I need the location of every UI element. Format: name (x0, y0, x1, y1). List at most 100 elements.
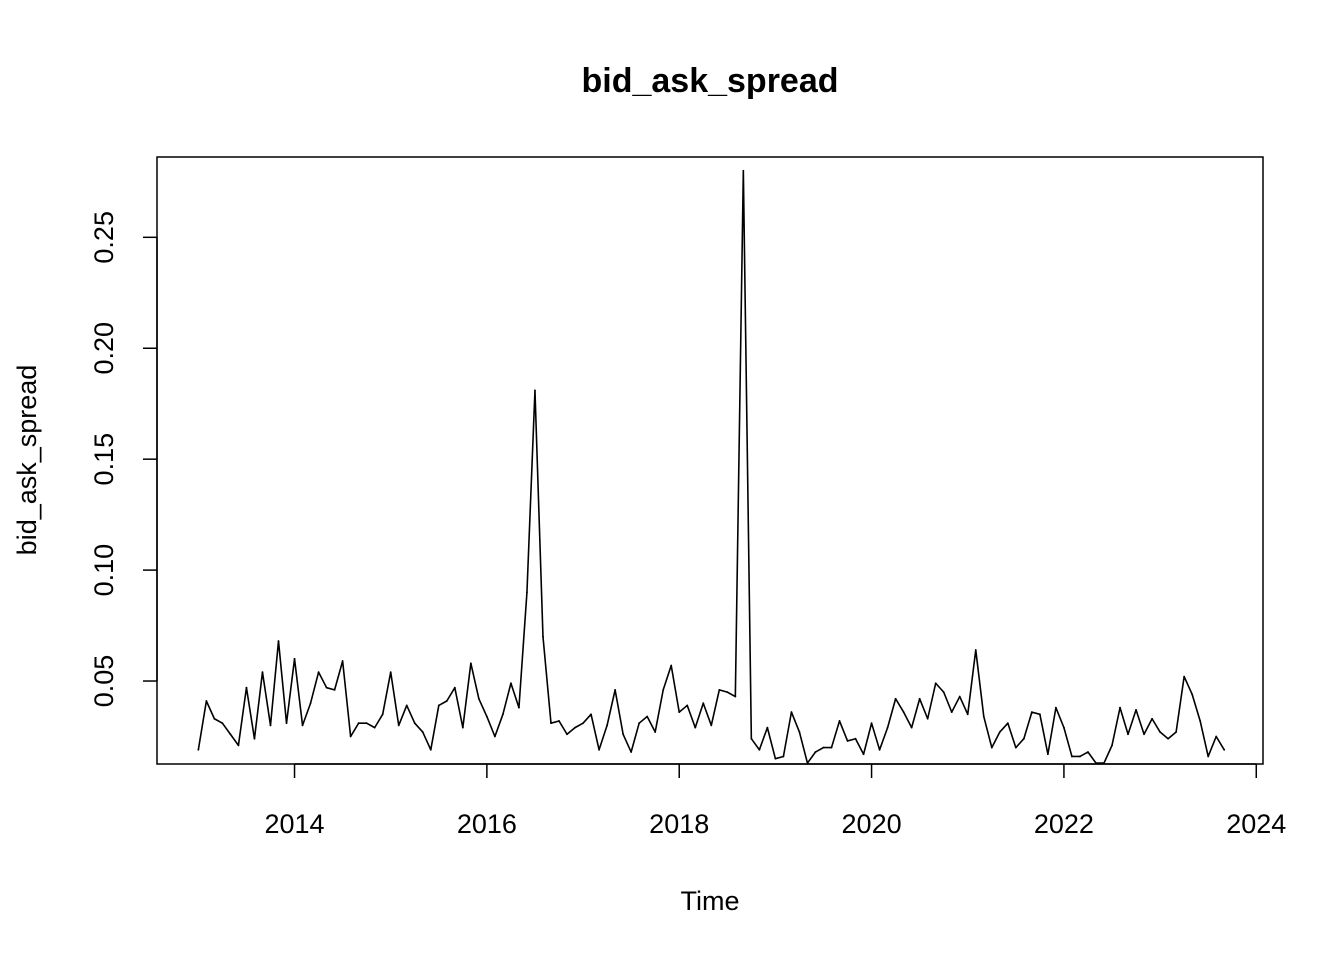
data-point (1135, 708, 1137, 711)
data-point (958, 695, 961, 698)
data-point (854, 737, 857, 740)
data-point (1095, 762, 1097, 765)
data-point (1127, 733, 1129, 736)
data-point (702, 702, 705, 705)
data-point (902, 711, 905, 713)
data-point (566, 733, 568, 736)
series-line (197, 169, 1225, 764)
data-point (349, 735, 352, 738)
data-point (726, 691, 729, 694)
data-point (582, 722, 584, 725)
data-point (333, 689, 336, 691)
y-tick-label: 0.20 (89, 322, 119, 375)
data-point (590, 713, 592, 716)
data-point (926, 717, 929, 720)
data-point (630, 751, 633, 753)
x-tick-label: 2020 (842, 809, 902, 839)
data-point (1191, 693, 1194, 696)
data-point (445, 700, 448, 702)
x-axis-label: Time (681, 886, 740, 916)
data-point (397, 724, 400, 727)
data-point (638, 722, 641, 725)
y-axis: 0.05 0.10 0.15 0.20 0.25 (89, 211, 158, 708)
data-point (622, 733, 625, 736)
data-point (405, 704, 408, 707)
data-point (1207, 755, 1210, 758)
data-point (990, 746, 993, 749)
data-point (437, 704, 440, 707)
data-point (477, 697, 480, 700)
y-tick-label: 0.10 (89, 544, 119, 597)
data-point (598, 748, 600, 751)
data-point (910, 726, 913, 729)
data-point (1175, 731, 1178, 733)
data-point (469, 662, 472, 665)
data-point (694, 726, 697, 729)
data-point (870, 722, 873, 725)
data-point (838, 720, 841, 722)
data-point (574, 726, 576, 729)
data-point (197, 748, 200, 751)
data-point (950, 711, 953, 713)
data-point (1167, 737, 1170, 740)
data-point (309, 702, 312, 705)
x-tick-label: 2016 (457, 809, 517, 839)
data-point (325, 686, 328, 689)
data-point (365, 722, 368, 725)
data-point (918, 697, 921, 700)
data-point (998, 731, 1001, 733)
y-tick-label: 0.05 (89, 655, 119, 708)
data-point (1143, 733, 1145, 736)
data-point (534, 389, 536, 392)
x-axis: 2014 2016 2018 2020 2022 2024 (264, 763, 1286, 839)
data-point (654, 731, 657, 733)
data-point (1215, 735, 1218, 738)
data-point (670, 664, 673, 667)
data-point (341, 660, 344, 662)
data-point (710, 724, 713, 727)
data-point (1111, 744, 1113, 747)
x-tick-label: 2018 (649, 809, 709, 839)
data-point (277, 640, 280, 642)
data-point (229, 733, 232, 736)
data-point (1183, 675, 1186, 678)
data-point (966, 713, 969, 716)
data-point (750, 737, 753, 740)
x-tick-label: 2024 (1226, 809, 1286, 839)
data-point (798, 731, 801, 733)
data-point (606, 724, 608, 727)
data-point (758, 748, 761, 751)
data-point (285, 722, 288, 725)
data-point (814, 751, 817, 753)
data-point (1151, 717, 1153, 720)
data-point (413, 722, 416, 725)
data-point (1006, 722, 1009, 725)
data-point (381, 713, 384, 716)
data-point (317, 671, 320, 674)
data-point (237, 744, 240, 747)
data-point (453, 686, 456, 689)
data-point (1087, 751, 1089, 753)
data-point (253, 737, 256, 740)
data-point (678, 711, 681, 713)
data-point (518, 706, 520, 709)
data-point (790, 711, 793, 713)
data-point (1030, 711, 1033, 713)
data-point (550, 722, 552, 725)
data-point (293, 657, 296, 660)
data-point (558, 720, 560, 722)
data-point (846, 740, 849, 742)
data-point (502, 713, 504, 716)
y-tick-label: 0.25 (89, 211, 119, 264)
data-point (862, 753, 865, 756)
data-point (373, 726, 376, 729)
data-point (510, 682, 512, 685)
plot-frame (156, 156, 1264, 765)
data-point (686, 704, 689, 707)
data-point (1159, 731, 1161, 733)
data-point (261, 671, 264, 674)
data-point (1014, 746, 1017, 749)
data-point (782, 755, 785, 758)
data-points (197, 169, 1226, 765)
